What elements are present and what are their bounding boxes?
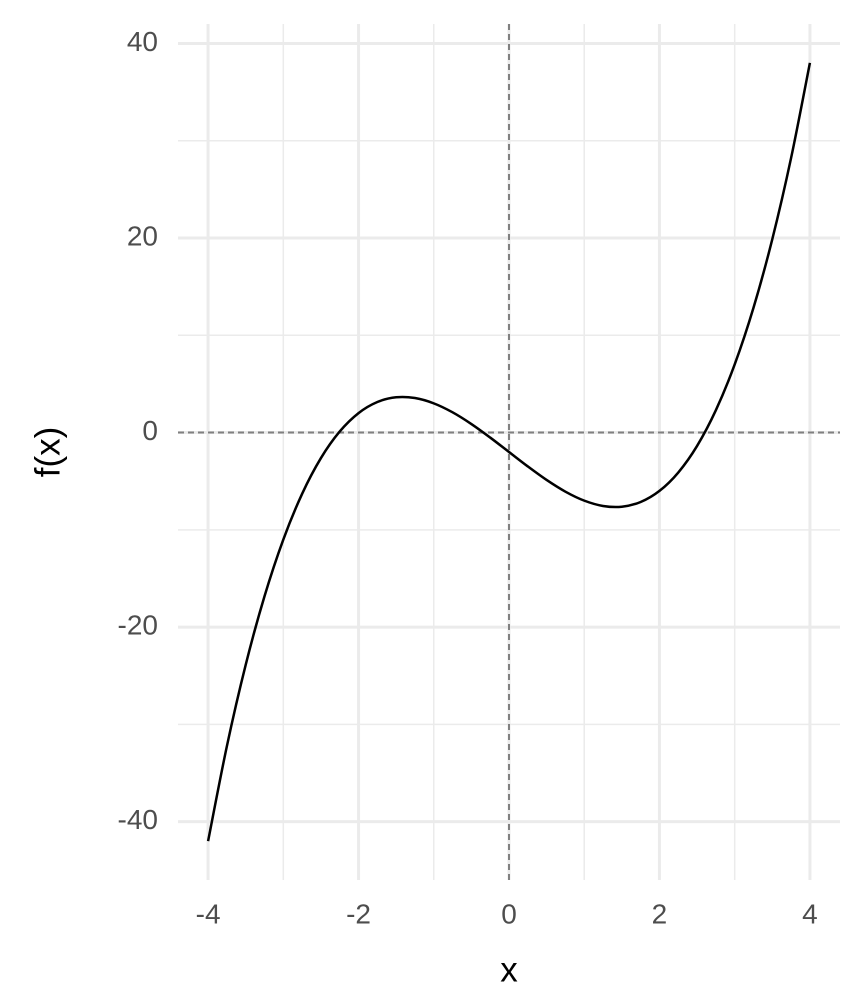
x-axis-title: x — [500, 950, 518, 989]
y-tick-label: 40 — [127, 26, 158, 57]
y-axis-title: f(x) — [28, 427, 67, 478]
x-tick-label: -2 — [346, 898, 371, 929]
x-tick-label: 0 — [501, 898, 517, 929]
y-tick-label: 20 — [127, 220, 158, 251]
y-tick-label: -20 — [118, 609, 158, 640]
x-tick-label: 2 — [652, 898, 668, 929]
line — [206, 62, 812, 842]
y-tick-label: -40 — [118, 804, 158, 835]
y-tick-label: 0 — [142, 415, 158, 446]
x-tick-label: 4 — [802, 898, 818, 929]
x-tick-label: -4 — [196, 898, 221, 929]
